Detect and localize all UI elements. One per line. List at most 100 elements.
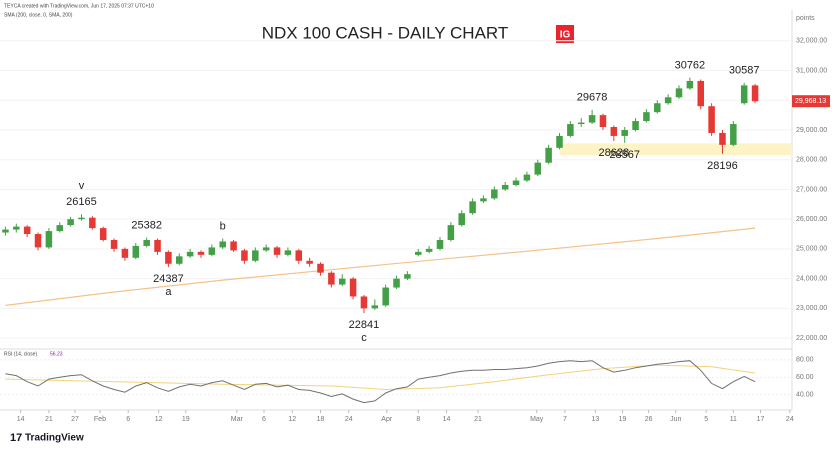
y-tick-label: 32,000.00 [796, 38, 827, 45]
candle-body [751, 85, 759, 102]
price-annotation: 30762 [675, 60, 706, 72]
logo: IG [560, 30, 571, 41]
y-tick-label: 24,000.00 [796, 275, 827, 282]
candle-body [262, 247, 270, 251]
candle-body [45, 231, 53, 248]
x-tick-label: 18 [317, 416, 325, 423]
candle-body [176, 256, 183, 264]
candle-body [349, 278, 357, 297]
candle-body [512, 180, 520, 185]
candle-body [480, 198, 487, 202]
footer-logo: 17 [10, 432, 22, 444]
candle-body [675, 88, 683, 98]
candle-body [338, 278, 346, 285]
candle-body [230, 241, 237, 251]
candle-body [447, 225, 455, 240]
x-tick-label: 11 [730, 416, 737, 423]
units-label: points [796, 15, 815, 22]
x-tick-label: 14 [443, 416, 451, 423]
candle-body [686, 80, 694, 89]
candle-body [186, 251, 194, 257]
candle-body [545, 147, 552, 163]
wave-label: c [361, 332, 367, 344]
x-tick-label: 21 [45, 416, 53, 423]
rsi-ma-line [5, 364, 756, 391]
candle-body [458, 213, 465, 226]
candle-body [404, 274, 411, 279]
candle-body [306, 260, 313, 264]
candle-body [284, 250, 292, 255]
candle-body [599, 115, 607, 128]
candle-body [436, 239, 444, 249]
candle-body [99, 228, 107, 240]
x-tick-label: 21 [474, 416, 482, 423]
candle-body [197, 251, 205, 255]
price-annotation: 25382 [131, 219, 162, 231]
candle-body [165, 251, 172, 264]
rsi-last: 56.23 [50, 351, 63, 357]
price-annotation: 26165 [66, 196, 97, 208]
price-annotation: 28196 [707, 160, 738, 172]
rsi-line [5, 360, 756, 404]
x-tick-label: 7 [563, 416, 567, 423]
candle-body [534, 162, 542, 175]
candle-body [501, 184, 509, 190]
candle-body [317, 263, 324, 273]
rsi-tick-label: 80.00 [796, 357, 814, 364]
candle-body [208, 247, 216, 255]
candle-body [56, 225, 64, 232]
candle-body [393, 278, 400, 288]
candle-body [360, 296, 368, 309]
candle-body [425, 248, 433, 252]
candle-body [143, 239, 150, 246]
candle-body [643, 112, 650, 122]
candle-body [154, 239, 161, 252]
x-tick-label: 17 [757, 416, 765, 423]
candle-body [567, 124, 574, 136]
x-tick-label: Feb [94, 416, 106, 423]
footer: TradingView [25, 433, 84, 444]
price-annotation: 30587 [729, 65, 760, 77]
price-annotation: 29678 [577, 92, 608, 104]
candle-body [132, 245, 140, 258]
last-price-label: 29,968.13 [795, 98, 826, 105]
candle-body [295, 250, 303, 261]
y-tick-label: 22,000.00 [796, 335, 827, 342]
candle-body [719, 132, 726, 145]
candle-body [415, 251, 422, 255]
candle-body [121, 248, 129, 258]
candle-body [577, 122, 585, 125]
candle-body [89, 217, 96, 229]
candle-body [78, 217, 85, 220]
y-tick-label: 28,000.00 [796, 157, 827, 164]
candle-body [730, 124, 737, 145]
y-tick-label: 31,000.00 [796, 67, 827, 74]
x-tick-label: 8 [416, 416, 420, 423]
candle-body [523, 174, 531, 181]
y-tick-label: 26,000.00 [796, 216, 827, 223]
support-zone [559, 143, 792, 156]
chart-title: NDX 100 CASH - DAILY CHART [262, 23, 509, 42]
candle-body [328, 272, 335, 285]
candle-body [556, 135, 563, 148]
x-tick-label: 27 [71, 416, 79, 423]
watermark: TEYCA created with TradingView.com, Jun … [4, 3, 154, 9]
candle-body [34, 234, 42, 248]
x-tick-label: 12 [155, 416, 163, 423]
x-tick-label: 24 [345, 416, 353, 423]
x-tick-label: 24 [786, 416, 794, 423]
x-tick-label: 19 [182, 416, 190, 423]
candle-body [621, 129, 628, 136]
x-tick-label: 19 [619, 416, 627, 423]
candle-body [632, 121, 639, 130]
x-tick-label: 5 [704, 416, 708, 423]
candle-body [740, 85, 748, 104]
candle-body [371, 305, 379, 309]
wave-label: a [165, 286, 172, 298]
candle-body [664, 97, 672, 104]
wave-label: v [79, 180, 85, 192]
x-tick-label: Apr [381, 416, 393, 423]
rsi-label: RSI (14, close) [4, 351, 37, 357]
candle-body [382, 287, 389, 306]
candle-body [654, 103, 661, 113]
